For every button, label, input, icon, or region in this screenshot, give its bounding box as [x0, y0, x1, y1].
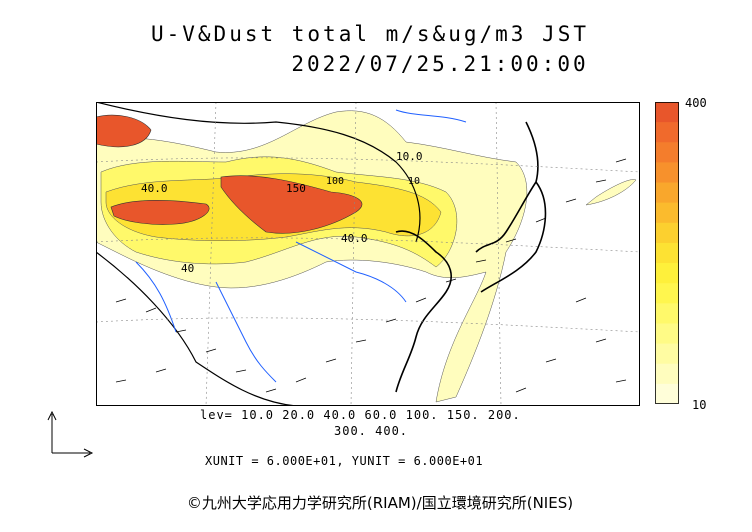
contour-label: 40.0 [341, 232, 368, 245]
legend-band [655, 222, 679, 244]
contour-levels: lev= 10.0 20.0 40.0 60.0 100. 150. 200. [200, 408, 521, 422]
legend-band [655, 363, 679, 385]
dust-region-high [110, 199, 210, 225]
legend-band [655, 283, 679, 304]
dust-region-high3 [96, 114, 152, 148]
contour-label: 10 [408, 176, 420, 187]
legend-band [655, 242, 679, 264]
wind-vectors [115, 158, 627, 393]
legend-band [655, 303, 679, 324]
map-timestamp: 2022/07/25.21:00:00 [291, 52, 589, 76]
dust-region-east [585, 179, 637, 206]
legend-band [655, 202, 679, 224]
legend-min-label: 10 [692, 398, 707, 412]
legend-band [655, 102, 679, 123]
color-legend [655, 102, 679, 404]
legend-band [655, 323, 679, 345]
legend-band [655, 383, 679, 404]
borders [96, 102, 421, 406]
rivers [135, 109, 467, 383]
contour-label: 40 [181, 262, 194, 275]
contour-levels-continued: 300. 400. [334, 424, 409, 438]
legend-max-label: 400 [685, 96, 707, 110]
legend-band [655, 142, 679, 163]
dust-region-high2 [220, 175, 363, 234]
map-title: U-V&Dust total m/s&ug/m3 JST [150, 22, 589, 46]
coastline [395, 121, 547, 393]
contour-label: 100 [326, 176, 344, 187]
contour-label: 150 [286, 182, 306, 195]
legend-band [655, 263, 679, 284]
dust-wind-map: 40.0 150 40.0 40 10.0 100 10 [96, 102, 640, 406]
contour-label: 10.0 [396, 150, 423, 163]
contour-label: 40.0 [141, 182, 168, 195]
legend-band [655, 343, 679, 365]
legend-band [655, 182, 679, 204]
legend-band [655, 162, 679, 184]
copyright-notice: ©九州大学応用力学研究所(RIAM)/国立環境研究所(NIES) [186, 494, 574, 512]
legend-band [655, 122, 679, 143]
axis-arrows-icon [47, 410, 94, 458]
lat-lon-grid [96, 102, 640, 406]
vector-units: XUNIT = 6.000E+01, YUNIT = 6.000E+01 [205, 454, 484, 468]
